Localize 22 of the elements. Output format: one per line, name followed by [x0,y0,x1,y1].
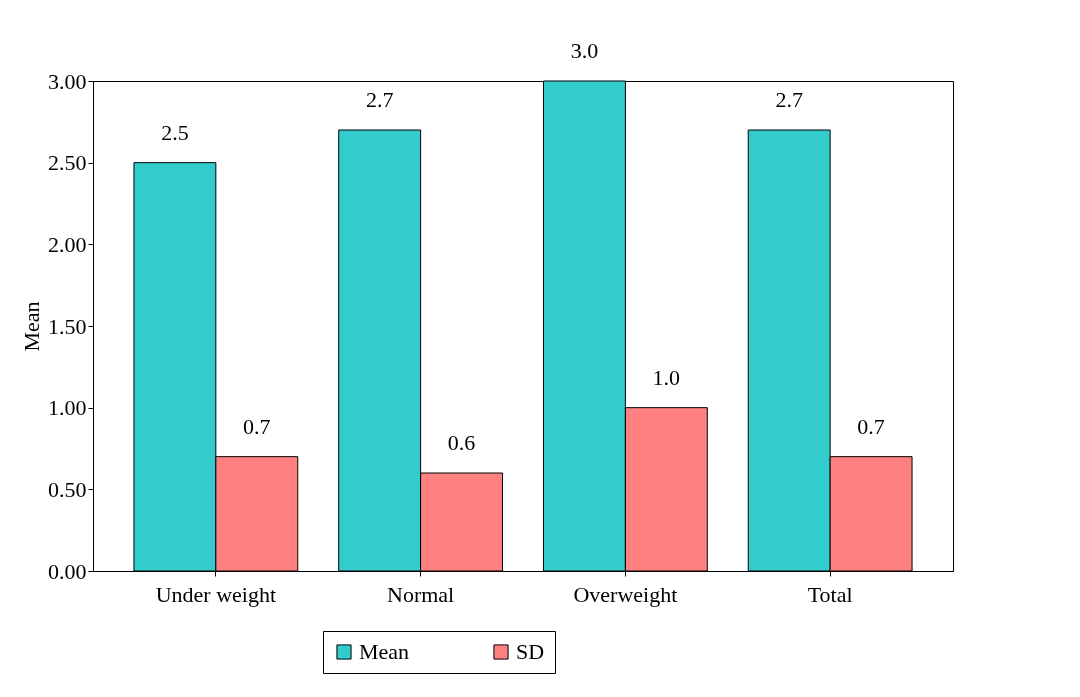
x-tick-label: Normal [387,581,455,607]
y-tick-label: 2.00 [48,231,87,257]
y-tick-label: 1.00 [48,395,87,421]
legend-label: Mean [359,639,410,664]
data-label: 1.0 [652,364,681,390]
data-label: 3.0 [570,38,599,63]
y-tick-label: 0.00 [48,558,87,584]
y-tick-label: 3.00 [48,68,87,94]
data-label: 0.6 [447,430,476,455]
x-tick-label: Total [807,581,853,607]
y-tick-label: 0.50 [48,476,87,502]
y-axis-title: Mean [19,301,44,352]
data-label: 2.7 [775,87,803,112]
data-label: 2.5 [161,119,189,145]
legend-label: SD [516,639,545,664]
x-tick-label: Under weight [155,581,277,607]
x-tick-label: Overweight [573,581,678,607]
data-label: 0.7 [857,413,885,439]
data-label: 2.7 [365,87,394,112]
y-tick-label: 1.50 [48,313,87,339]
y-tick-label: 2.50 [48,150,87,176]
data-label: 0.7 [243,413,271,439]
